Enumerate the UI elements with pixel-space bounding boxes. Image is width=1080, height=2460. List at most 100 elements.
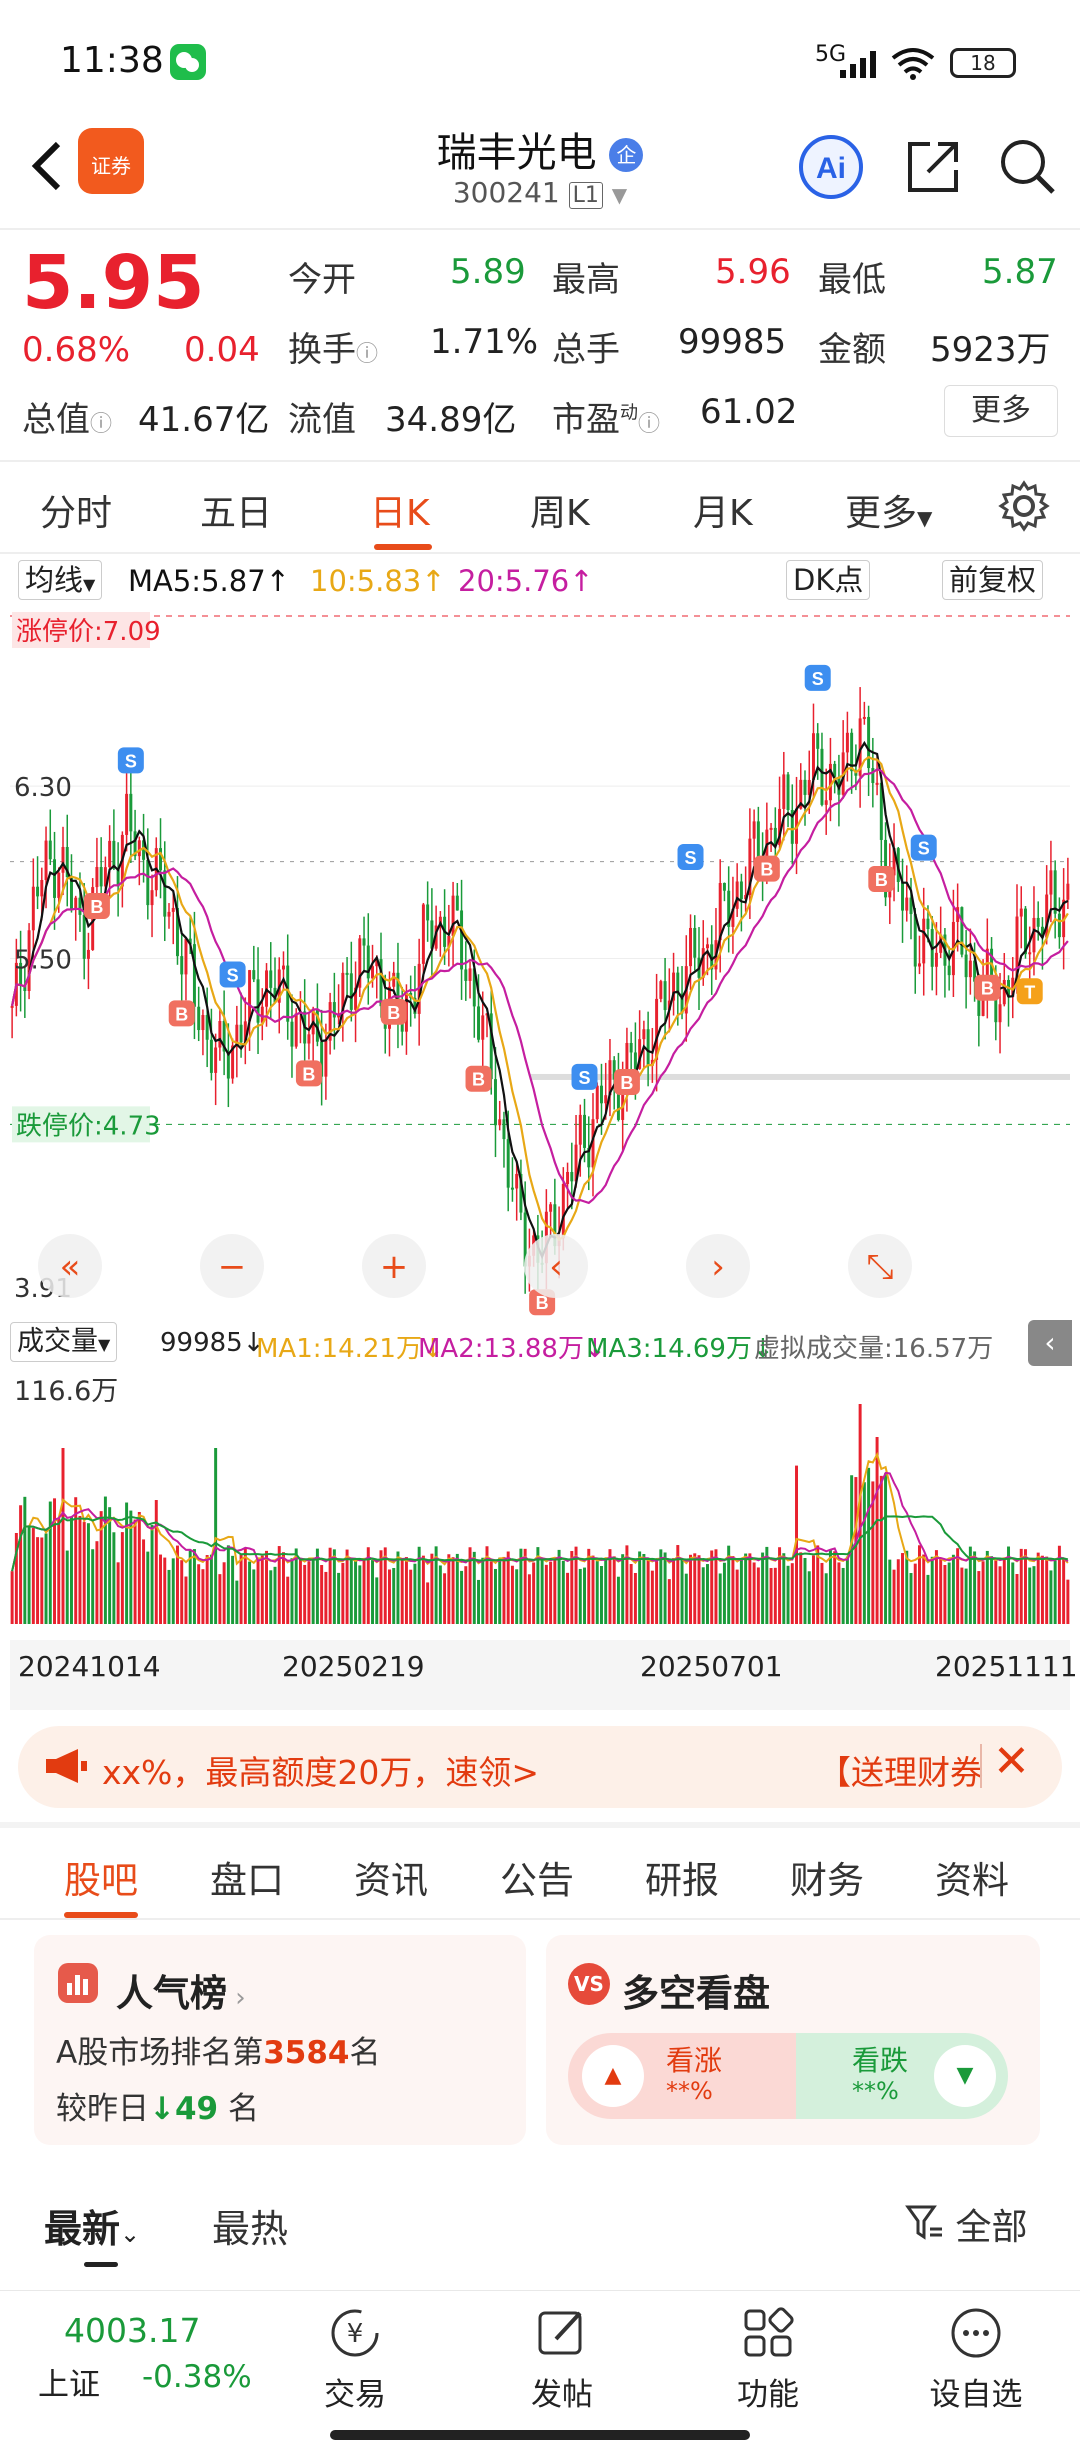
candle-body [803,779,807,795]
candle-body [659,981,663,999]
kline-chart[interactable]: B S B S B B B B S B S B S B S B T 涨停价:7.09 6.30 5.50 跌停价:4.7… [10,606,1070,1316]
candle-body [65,846,69,878]
zoom-out-icon[interactable] [200,1234,264,1298]
tab-more[interactable]: 更多▼ [845,493,933,534]
trade-marker-b [295,1060,322,1087]
volume-bar [44,1533,48,1624]
promo-banner[interactable]: xx%，最高额度20万，速领> 【送理财券 ✕ [18,1726,1062,1808]
divider [0,228,1080,230]
tab-intraday[interactable]: 分时 [40,493,113,534]
candle-body [820,748,824,805]
bear-button[interactable]: 看跌 **% ▼ [796,2033,1008,2119]
tab-research[interactable]: 研报 [645,1859,719,1902]
close-icon[interactable]: ✕ [993,1736,1030,1787]
filter-button[interactable]: 全部 [904,2198,1027,2252]
volume-bar [756,1567,760,1624]
tab-latest[interactable]: 最新⌄ [44,2207,141,2251]
candle-body [680,993,684,1014]
scroll-right-icon[interactable] [686,1234,750,1298]
tab-weekly-k[interactable]: 周K [530,493,590,534]
candle-body [752,821,756,839]
candle-body [985,948,989,988]
candle-body [218,1021,222,1048]
volume-indicator-select[interactable]: 成交量▼ [10,1322,118,1362]
candle-body [858,718,862,776]
trade-marker-label: S [579,1068,591,1088]
candle-body [142,840,146,860]
tab-daily-k[interactable]: 日K [370,493,430,534]
back-icon[interactable] [26,138,66,208]
tab-5day[interactable]: 五日 [200,493,273,534]
volume-bar [714,1549,718,1624]
volume-bar [930,1556,934,1624]
candle-body [82,914,86,959]
candle-body [790,810,794,844]
volume-bar [1045,1556,1049,1624]
fullscreen-icon[interactable] [848,1234,912,1298]
collapse-panel-icon[interactable]: ‹ [1028,1320,1072,1366]
volume-bar [205,1555,209,1624]
tab-news[interactable]: 资讯 [354,1859,428,1902]
candle-body [197,1006,201,1031]
indicator-select[interactable]: 均线▼ [18,560,103,600]
scroll-left-fast-icon[interactable] [38,1234,102,1298]
zoom-in-icon[interactable] [362,1234,426,1298]
volume-ma-line [11,1451,1069,1572]
tab-pankou[interactable]: 盘口 [210,1859,284,1902]
volume-bar [379,1550,383,1624]
trade-marker-label: B [387,1003,400,1023]
dk-point-select[interactable]: DK点 [786,560,871,600]
volume-bar [523,1548,527,1624]
candle-body [464,969,468,981]
popularity-rank-card[interactable]: 人气榜 › A股市场排名第3584名 较昨日↓49 名 [34,1935,526,2145]
ai-assistant-icon[interactable]: Ai [798,134,864,200]
bull-button[interactable]: ▲ 看涨 **% [568,2033,796,2119]
tab-finance[interactable]: 财务 [790,1859,864,1902]
scroll-left-icon[interactable] [524,1234,588,1298]
volume-bar [311,1557,315,1624]
bottom-nav: 4003.17 上证 -0.38% ¥ 交易 发帖 功能 设自选 [0,2290,1080,2420]
search-icon[interactable] [995,134,1061,200]
candle-body [646,1029,650,1066]
chevron-down-icon: ▼ [611,183,628,207]
candle-body [1066,883,1070,900]
volume-bar [527,1574,531,1624]
candle-body [705,944,709,949]
volume-bar [1049,1570,1053,1624]
adjust-select[interactable]: 前复权 [942,560,1044,600]
volume-bar [646,1557,650,1624]
more-quote-button[interactable]: 更多 [944,385,1058,437]
tab-guba[interactable]: 股吧 [64,1859,138,1902]
volume-bar [108,1507,112,1624]
tab-profile[interactable]: 资料 [935,1859,1009,1902]
candle-body [468,968,472,981]
date-axis: 20241014 20250219 20250701 20251111 [0,1650,1080,1690]
candle-body [188,938,192,945]
volume-bar [112,1532,116,1624]
volume-bar [328,1547,332,1624]
tab-hot[interactable]: 最热 [212,2207,289,2251]
virtual-volume: 虚拟成交量:16.57万 [754,1334,994,1364]
candle-body [209,1039,213,1073]
volume-bar [663,1552,667,1624]
candle-body [366,945,370,979]
divider [980,1744,982,1788]
volume-label: 总手 [552,330,620,370]
stock-code[interactable]: 300241 L1 ▼ [0,176,1080,209]
share-icon[interactable] [900,134,966,200]
settings-gear-icon[interactable] [998,480,1050,536]
candle-body [413,997,417,1014]
volume-bar [994,1560,998,1624]
nav-label: 设自选 [929,2377,1023,2413]
card-title: 多空看盘 [622,1972,770,2015]
volume-bar [349,1558,353,1624]
home-indicator [330,2430,750,2440]
volume-bar [438,1565,442,1624]
float-label: 流值 [288,400,356,440]
candle-body [1019,908,1023,917]
volume-bar [765,1546,769,1624]
tab-monthly-k[interactable]: 月K [693,493,753,534]
level-badge: L1 [568,182,603,209]
tab-announcement[interactable]: 公告 [500,1859,574,1902]
volume-value: 99985 [678,322,787,362]
